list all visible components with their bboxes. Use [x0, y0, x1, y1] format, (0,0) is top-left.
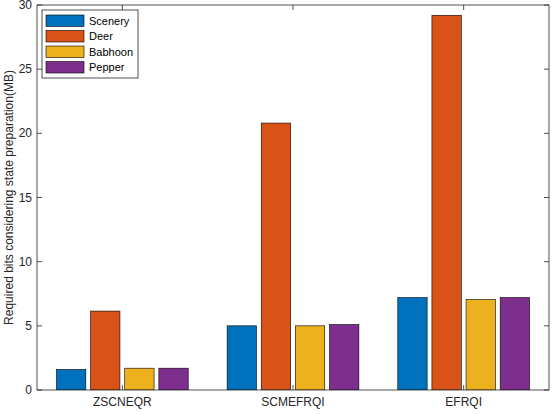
- bar: [500, 298, 529, 390]
- x-tick: [122, 385, 123, 390]
- bar: [466, 300, 495, 390]
- x-tick: [293, 5, 294, 10]
- bar: [432, 15, 461, 390]
- y-tick: [544, 5, 549, 6]
- bar: [261, 123, 290, 390]
- y-tick: [544, 197, 549, 198]
- legend-swatch: [46, 15, 84, 27]
- y-tick-label: 15: [19, 191, 33, 205]
- x-tick: [122, 5, 123, 10]
- bar: [125, 368, 154, 390]
- x-tick: [293, 385, 294, 390]
- x-tick-label: SCMEFRQI: [261, 395, 324, 409]
- chart-root: 0 5 10 15 20 25 30 ZSCNEQR SCMEFRQI EFRQI Required…: [0, 0, 552, 414]
- plot-bg: [37, 5, 549, 390]
- y-tick: [544, 69, 549, 70]
- y-tick: [37, 390, 42, 391]
- y-tick-label: 5: [25, 319, 32, 333]
- y-tick-label: 10: [19, 255, 33, 269]
- legend-swatch: [46, 62, 84, 74]
- y-tick-label: 20: [19, 126, 33, 140]
- y-tick-label: 0: [25, 383, 32, 397]
- legend-label: Pepper: [89, 61, 125, 73]
- x-tick-label: EFRQI: [445, 395, 482, 409]
- y-tick: [544, 325, 549, 326]
- y-tick: [37, 69, 42, 70]
- axes-frame: [37, 5, 549, 390]
- y-tick-label: 25: [19, 62, 33, 76]
- x-tick: [463, 385, 464, 390]
- y-axis-label: Required bits considering state preparat…: [2, 70, 16, 325]
- bar: [398, 298, 427, 390]
- bar: [227, 326, 256, 390]
- legend-swatch: [46, 46, 84, 58]
- legend: Scenery Deer Babhoon Pepper: [42, 10, 138, 78]
- y-tick: [544, 133, 549, 134]
- legend-label: Babhoon: [89, 46, 133, 58]
- bar: [295, 326, 324, 390]
- x-tick: [463, 5, 464, 10]
- legend-label: Deer: [89, 30, 113, 42]
- y-tick: [37, 133, 42, 134]
- chart: 0 5 10 15 20 25 30 ZSCNEQR SCMEFRQI EFRQI Required…: [0, 0, 552, 414]
- y-tick: [37, 325, 42, 326]
- y-tick: [37, 261, 42, 262]
- y-tick-label: 30: [19, 0, 33, 12]
- y-tick: [544, 390, 549, 391]
- bar: [91, 311, 120, 390]
- bar: [56, 369, 85, 390]
- x-tick-label: ZSCNEQR: [93, 395, 152, 409]
- y-tick: [544, 261, 549, 262]
- y-tick: [37, 5, 42, 6]
- legend-box: [42, 10, 138, 78]
- bar: [330, 325, 359, 390]
- legend-label: Scenery: [89, 15, 130, 27]
- bar: [159, 368, 188, 390]
- y-tick: [37, 197, 42, 198]
- legend-swatch: [46, 31, 84, 43]
